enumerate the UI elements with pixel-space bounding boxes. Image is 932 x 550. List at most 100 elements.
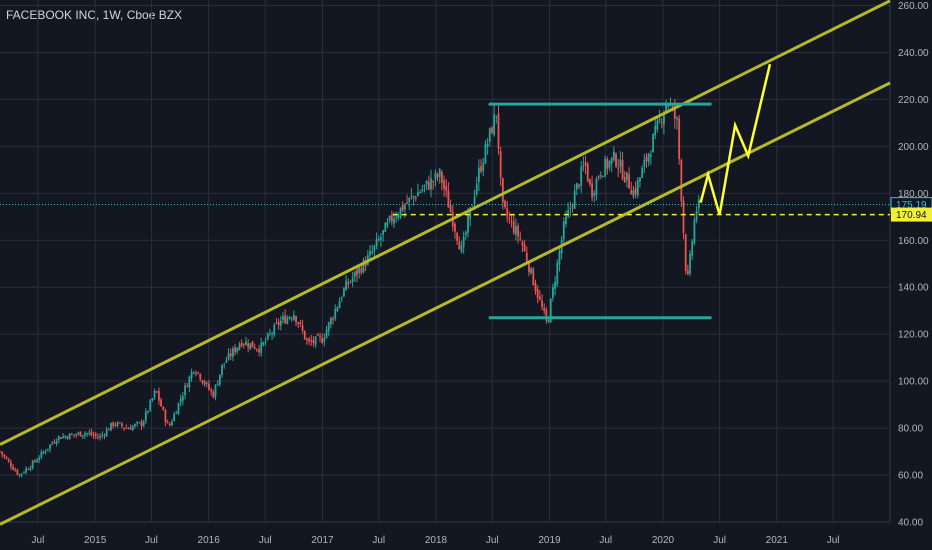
candle-body xyxy=(414,197,417,199)
candle-body xyxy=(153,390,156,398)
candle-body xyxy=(101,434,104,437)
candle-body xyxy=(686,270,689,275)
candle-body xyxy=(347,282,350,285)
candle-body xyxy=(499,151,502,178)
candle-body xyxy=(697,199,700,209)
candle-body xyxy=(493,114,496,135)
candle-body xyxy=(73,434,75,436)
candle-body xyxy=(349,281,352,283)
candle-body xyxy=(358,267,361,273)
candle-body xyxy=(695,211,698,221)
candle-body xyxy=(591,183,593,198)
channel-line-upper[interactable] xyxy=(0,0,891,446)
candle-body xyxy=(534,283,537,292)
candle-body xyxy=(615,153,617,167)
candle-body xyxy=(314,336,317,345)
candle-body xyxy=(225,360,228,363)
x-tick-label: 2015 xyxy=(84,535,107,546)
candle-body xyxy=(164,410,167,423)
candle-body xyxy=(329,318,332,325)
candle-body xyxy=(123,427,125,429)
candle-body xyxy=(338,301,341,309)
candle-body xyxy=(66,436,69,439)
candle-body xyxy=(525,252,528,263)
candle-body xyxy=(249,343,252,350)
candle-body xyxy=(79,431,82,437)
candle-body xyxy=(647,153,650,163)
candle-body xyxy=(623,177,626,182)
candle-body xyxy=(401,204,404,211)
candle-body xyxy=(345,280,348,291)
candle-body xyxy=(571,206,574,208)
candle-body xyxy=(260,342,263,353)
candle-body xyxy=(197,372,199,374)
candle-body xyxy=(519,238,522,240)
candle-body xyxy=(312,340,315,343)
candle-body xyxy=(532,269,535,285)
candle-body xyxy=(271,333,273,335)
candle-body xyxy=(667,104,670,107)
candle-body xyxy=(299,322,302,324)
candle-body xyxy=(438,169,441,177)
candle-body xyxy=(175,412,178,414)
candle-body xyxy=(184,385,186,396)
candle-body xyxy=(51,443,54,445)
candle-body xyxy=(454,223,456,232)
channel-line-lower[interactable] xyxy=(0,81,891,526)
candle-body xyxy=(212,391,215,398)
projection-path[interactable] xyxy=(699,63,772,216)
candle-body xyxy=(397,215,400,219)
level-price-label: 170.94 xyxy=(896,210,927,221)
candle-body xyxy=(36,460,38,463)
candle-body xyxy=(33,460,36,462)
candle-body xyxy=(90,431,93,436)
candle-body xyxy=(432,181,435,183)
candle-body xyxy=(125,427,128,429)
candle-body xyxy=(693,219,696,244)
candle-body xyxy=(406,202,408,204)
candle-body xyxy=(486,143,489,147)
candle-body xyxy=(316,334,319,336)
candle-body xyxy=(362,259,365,273)
candle-body xyxy=(208,383,210,390)
candle-body xyxy=(403,205,406,210)
candle-body xyxy=(266,333,269,340)
candle-body xyxy=(399,207,402,218)
candle-body xyxy=(580,166,583,186)
y-tick-label: 80.00 xyxy=(898,424,923,435)
candle-body xyxy=(689,253,691,274)
candle-body xyxy=(277,322,280,325)
candle-body xyxy=(55,441,58,444)
candle-body xyxy=(179,398,182,403)
candle-body xyxy=(310,340,313,342)
candle-body xyxy=(253,347,256,349)
candle-body xyxy=(673,107,676,119)
candle-body xyxy=(136,422,139,424)
candle-body xyxy=(149,400,152,411)
candle-body xyxy=(671,106,674,108)
candle-body xyxy=(16,469,19,475)
candle-body xyxy=(541,300,543,308)
candle-body xyxy=(586,164,589,182)
candle-body xyxy=(160,399,162,407)
candle-body xyxy=(262,342,265,345)
candle-body xyxy=(375,238,378,247)
candle-body xyxy=(458,241,461,250)
candle-body xyxy=(480,166,482,172)
candle-body xyxy=(656,120,659,130)
candle-body xyxy=(44,451,47,453)
candle-body xyxy=(190,372,193,379)
candle-body xyxy=(460,245,463,252)
candle-body xyxy=(417,192,419,197)
candle-body xyxy=(49,444,51,449)
candle-body xyxy=(286,317,289,324)
candle-body xyxy=(556,262,559,285)
candle-body xyxy=(377,239,380,241)
y-tick-label: 180.00 xyxy=(898,189,929,200)
candle-body xyxy=(530,267,533,274)
candle-body xyxy=(221,364,223,376)
y-tick-label: 160.00 xyxy=(898,236,929,247)
x-tick-label: 2021 xyxy=(766,535,789,546)
candle-body xyxy=(103,434,106,436)
